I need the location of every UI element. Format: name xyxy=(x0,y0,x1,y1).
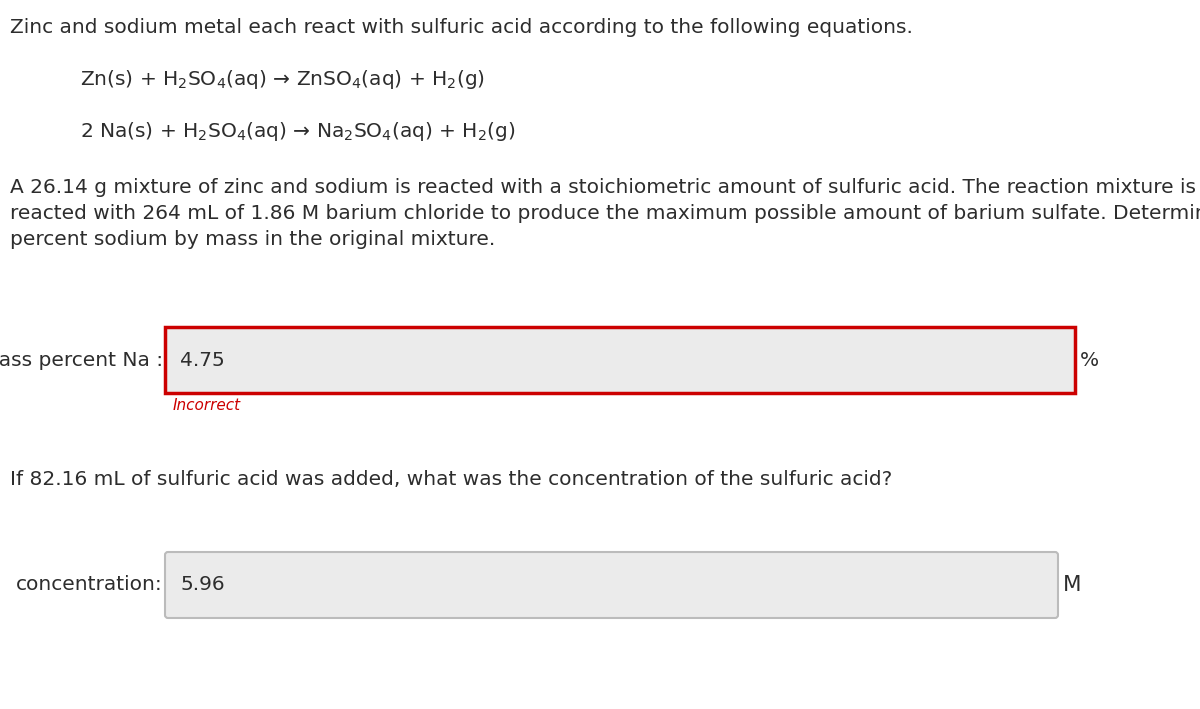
Text: %: % xyxy=(1080,350,1099,369)
Text: concentration:: concentration: xyxy=(17,576,163,595)
FancyBboxPatch shape xyxy=(166,327,1075,393)
Text: Zinc and sodium metal each react with sulfuric acid according to the following e: Zinc and sodium metal each react with su… xyxy=(10,18,913,37)
Text: percent sodium by mass in the original mixture.: percent sodium by mass in the original m… xyxy=(10,230,496,249)
Text: 2 Na(s) + H$_2$SO$_4$(aq) → Na$_2$SO$_4$(aq) + H$_2$(g): 2 Na(s) + H$_2$SO$_4$(aq) → Na$_2$SO$_4$… xyxy=(80,120,516,143)
Text: M: M xyxy=(1063,575,1081,595)
Text: Zn(s) + H$_2$SO$_4$(aq) → ZnSO$_4$(aq) + H$_2$(g): Zn(s) + H$_2$SO$_4$(aq) → ZnSO$_4$(aq) +… xyxy=(80,68,485,91)
Bar xyxy=(166,327,1075,393)
Text: Incorrect: Incorrect xyxy=(173,398,241,413)
FancyBboxPatch shape xyxy=(166,552,1058,618)
Text: 5.96: 5.96 xyxy=(180,576,224,595)
Text: mass percent Na :: mass percent Na : xyxy=(0,350,163,369)
Text: A 26.14 g mixture of zinc and sodium is reacted with a stoichiometric amount of : A 26.14 g mixture of zinc and sodium is … xyxy=(10,178,1200,197)
Text: reacted with 264 mL of 1.86 M barium chloride to produce the maximum possible am: reacted with 264 mL of 1.86 M barium chl… xyxy=(10,204,1200,223)
Text: 4.75: 4.75 xyxy=(180,350,224,369)
Text: If 82.16 mL of sulfuric acid was added, what was the concentration of the sulfur: If 82.16 mL of sulfuric acid was added, … xyxy=(10,470,893,489)
